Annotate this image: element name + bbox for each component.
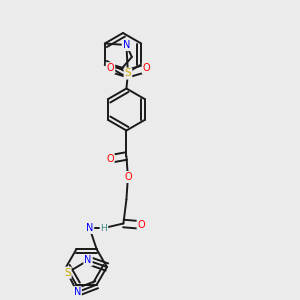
Text: O: O	[106, 154, 114, 164]
Text: O: O	[143, 63, 150, 73]
Text: N: N	[86, 223, 93, 233]
Text: S: S	[124, 68, 131, 79]
Text: O: O	[124, 172, 132, 182]
Text: N: N	[74, 287, 81, 297]
Text: O: O	[138, 220, 145, 230]
Text: S: S	[64, 268, 70, 278]
Text: N: N	[123, 40, 130, 50]
Text: O: O	[107, 63, 114, 73]
Text: H: H	[100, 224, 107, 232]
Text: N: N	[84, 255, 92, 266]
